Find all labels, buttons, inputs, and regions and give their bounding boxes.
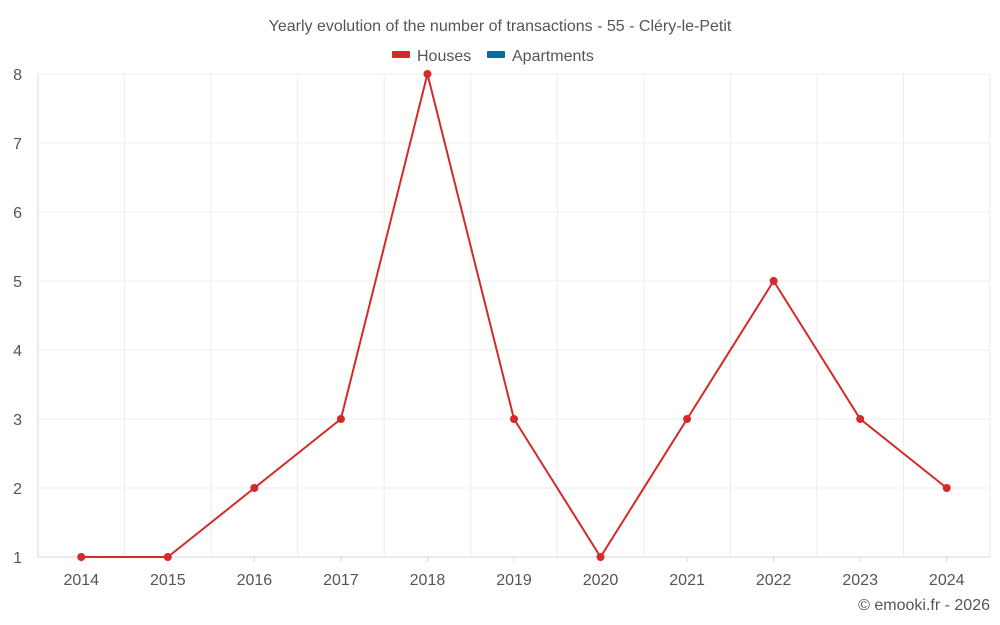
legend: Houses Apartments (392, 48, 594, 65)
chart-title: Yearly evolution of the number of transa… (269, 18, 732, 35)
data-point-houses-2020[interactable] (596, 553, 605, 561)
legend-label-apartments: Apartments (512, 48, 594, 65)
x-tick-label: 2016 (237, 572, 273, 589)
data-point-houses-2015[interactable] (163, 553, 172, 561)
y-tick-label: 6 (13, 205, 22, 222)
data-point-houses-2023[interactable] (856, 415, 865, 423)
y-tick-label: 4 (13, 343, 22, 360)
x-tick-label: 2021 (669, 572, 705, 589)
y-tick-label: 8 (13, 67, 22, 84)
legend-item-houses[interactable]: Houses (392, 48, 471, 65)
axes: 1 2 3 4 5 6 7 8 2014 2015 2016 2017 2018 2019 2020 2021… (13, 67, 990, 589)
data-point-houses-2017[interactable] (336, 415, 345, 423)
x-tick-label: 2017 (323, 572, 359, 589)
x-tick-label: 2019 (496, 572, 532, 589)
x-tick-label: 2015 (150, 572, 186, 589)
data-point-houses-2016[interactable] (250, 484, 259, 492)
y-tick-label: 3 (13, 412, 22, 429)
data-point-houses-2018[interactable] (423, 70, 432, 78)
y-tick-label: 1 (13, 550, 22, 567)
x-tick-label: 2024 (929, 572, 965, 589)
x-tick-label: 2022 (756, 572, 792, 589)
data-point-houses-2014[interactable] (77, 553, 86, 561)
data-point-houses-2019[interactable] (510, 415, 518, 423)
credit-text: © emooki.fr - 2026 (858, 597, 990, 614)
y-tick-label: 5 (13, 274, 22, 291)
data-point-houses-2024[interactable] (942, 484, 951, 492)
x-tick-label: 2020 (583, 572, 619, 589)
x-tick-label: 2023 (842, 572, 878, 589)
x-tick-label: 2018 (410, 572, 446, 589)
data-point-houses-2022[interactable] (769, 277, 778, 285)
legend-swatch-apartments (487, 51, 505, 58)
series-houses (77, 70, 951, 561)
legend-label-houses: Houses (417, 48, 471, 65)
y-tick-label: 7 (13, 136, 22, 153)
y-tick-label: 2 (13, 481, 22, 498)
legend-item-apartments[interactable]: Apartments (487, 48, 594, 65)
x-tick-label: 2014 (63, 572, 99, 589)
data-point-houses-2021[interactable] (683, 415, 692, 423)
legend-swatch-houses (392, 51, 410, 58)
gridlines (38, 73, 991, 557)
